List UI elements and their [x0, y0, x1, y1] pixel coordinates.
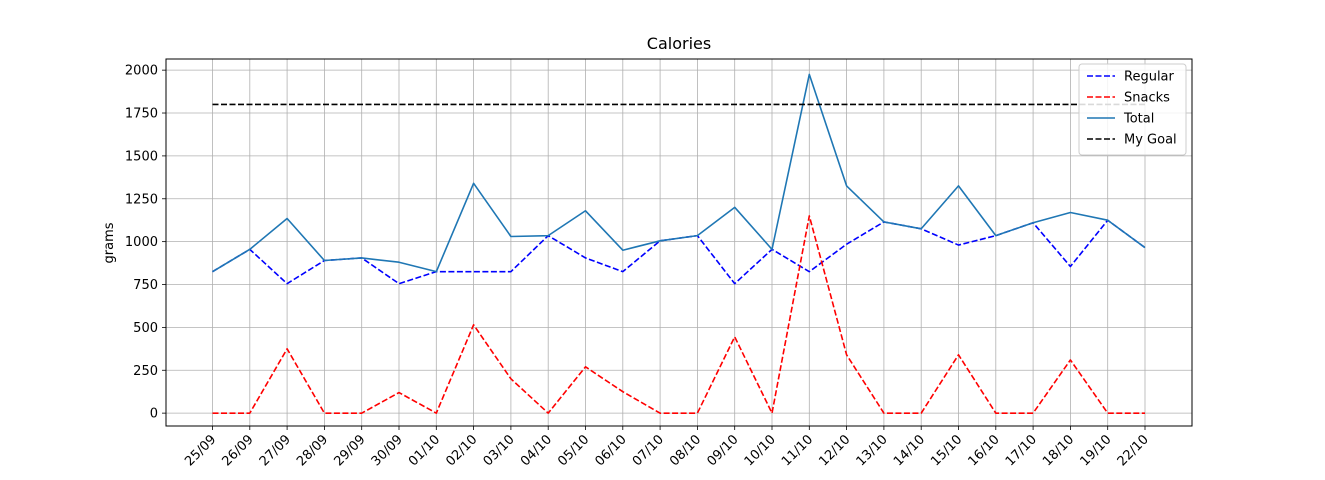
x-tick-label: 09/10 [704, 432, 741, 469]
x-tick-label: 29/09 [331, 432, 368, 469]
x-tick-label: 08/10 [667, 432, 704, 469]
x-tick-label: 07/10 [630, 432, 667, 469]
x-tick-label: 19/10 [1077, 432, 1114, 469]
y-tick-label: 500 [133, 321, 158, 336]
y-tick-label: 250 [133, 364, 158, 379]
legend: Regular Snacks Total My Goal [1078, 63, 1187, 156]
legend-label: My Goal [1124, 133, 1177, 148]
y-tick-label: 1750 [125, 107, 158, 122]
x-tick-label: 22/10 [1115, 432, 1152, 469]
x-tick-label: 15/10 [928, 432, 965, 469]
x-tick-label: 10/10 [742, 432, 779, 469]
series-line-total [212, 73, 1146, 273]
plot-frame [165, 58, 1193, 427]
y-tick-label: 2000 [125, 64, 158, 79]
y-tick-label: 1000 [125, 235, 158, 250]
series-line-snacks [212, 215, 1145, 414]
x-tick-label: 30/09 [369, 432, 406, 469]
x-tick-label: 25/09 [182, 432, 219, 469]
x-tick-label: 02/10 [443, 432, 480, 469]
x-tick-label: 05/10 [555, 432, 592, 469]
x-tick-label: 27/09 [257, 432, 294, 469]
x-tick-label: 16/10 [966, 432, 1003, 469]
y-tick-label: 1250 [125, 192, 158, 207]
x-tick-label: 18/10 [1040, 432, 1077, 469]
series-layer [212, 73, 1146, 414]
chart-title: Calories [647, 34, 711, 53]
y-tick-label: 750 [133, 278, 158, 293]
x-tick-label: 04/10 [518, 432, 555, 469]
x-tick-label: 28/09 [294, 432, 331, 469]
legend-label: Snacks [1124, 91, 1170, 106]
x-tick-label: 11/10 [779, 432, 816, 469]
series-line-regular [212, 219, 1146, 285]
legend-box [1078, 63, 1187, 156]
y-tick-label: 1500 [125, 149, 158, 164]
x-tick-label: 06/10 [593, 432, 630, 469]
x-tick-label: 12/10 [816, 432, 853, 469]
x-tick-label: 03/10 [481, 432, 518, 469]
x-tick-label: 17/10 [1003, 432, 1040, 469]
x-tick-label: 13/10 [854, 432, 891, 469]
x-tick-label: 01/10 [406, 432, 443, 469]
x-tick-label: 14/10 [891, 432, 928, 469]
axes: 0 250 500 750 1000 1250 1500 1750 2000 25/09 26/09… [125, 64, 1152, 470]
grid [166, 59, 1192, 426]
legend-label: Regular [1124, 70, 1175, 85]
y-axis-title: grams [102, 222, 117, 263]
x-tick-label: 26/09 [220, 432, 257, 469]
y-tick-label: 0 [150, 407, 158, 422]
legend-label: Total [1123, 112, 1154, 127]
